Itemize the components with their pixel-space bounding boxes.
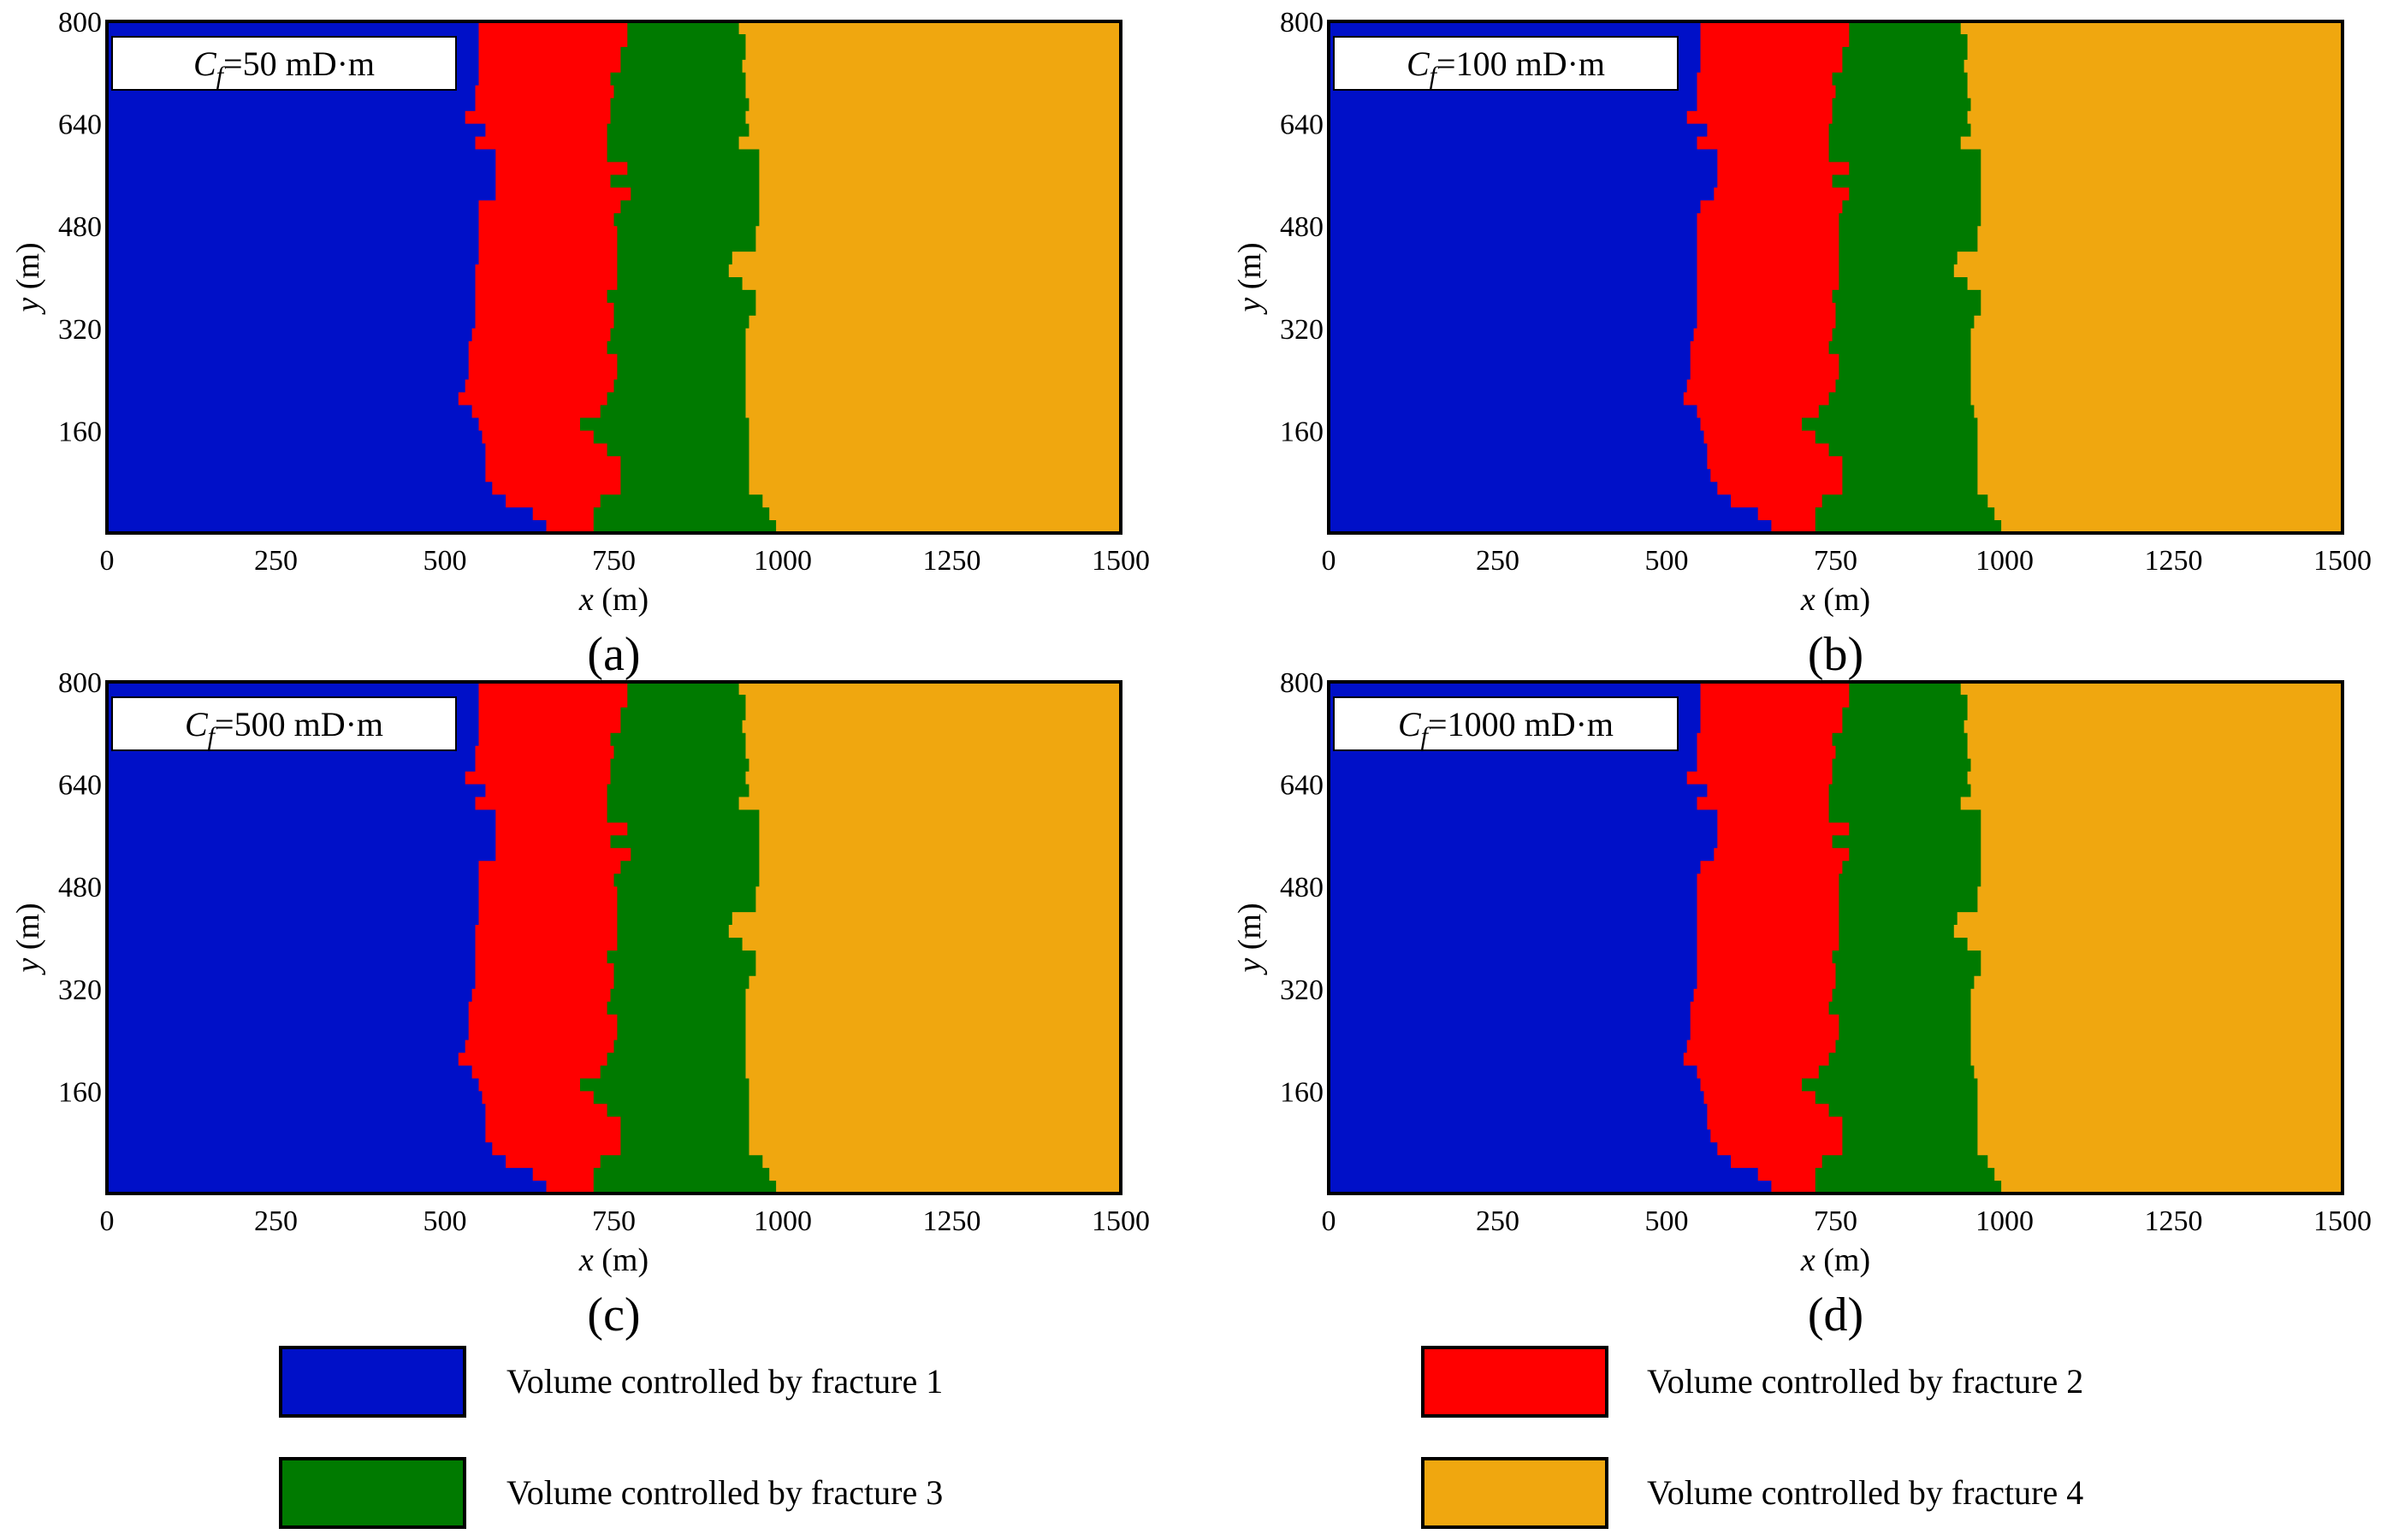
y-tick-label: 160 bbox=[1280, 1076, 1324, 1108]
legend-label: Volume controlled by fracture 1 bbox=[506, 1362, 943, 1401]
region-fracture-1 bbox=[107, 21, 547, 533]
panels: 0 250 500 750 1000 1250 1500 160 320 480 640 800 x (… bbox=[10, 7, 2372, 1342]
y-tick-label: 800 bbox=[58, 7, 102, 38]
y-tick-label: 640 bbox=[1280, 770, 1324, 802]
x-axis-label: x (m) bbox=[578, 582, 649, 618]
region-layer bbox=[1329, 21, 2343, 533]
region-fracture-1 bbox=[107, 682, 547, 1194]
legend: Volume controlled by fracture 1 Volume co… bbox=[279, 1346, 2083, 1529]
x-tick-label: 1250 bbox=[923, 545, 981, 577]
chart-panel-b: 0 250 500 750 1000 1250 1500 160 320 480 640 800 x (… bbox=[1232, 7, 2372, 681]
plot-frame bbox=[1327, 680, 2344, 1195]
x-tick-label: 1000 bbox=[1975, 545, 2034, 577]
x-tick-label: 1000 bbox=[754, 1205, 812, 1237]
x-tick-label: 750 bbox=[592, 1205, 636, 1237]
y-tick-label: 480 bbox=[58, 872, 102, 903]
x-tick-label: 250 bbox=[1476, 1205, 1519, 1237]
annotation-box bbox=[1333, 36, 1679, 91]
x-tick-label: 500 bbox=[1645, 1205, 1689, 1237]
legend-swatch bbox=[279, 1346, 466, 1418]
legend-label: Volume controlled by fracture 2 bbox=[1647, 1362, 2083, 1401]
panel-caption: (b) bbox=[1808, 628, 1863, 681]
legend-swatch bbox=[279, 1457, 466, 1529]
legend-swatch bbox=[1421, 1346, 1608, 1418]
region-fracture-1 bbox=[1329, 682, 1772, 1194]
chart-panel-d: 0 250 500 750 1000 1250 1500 160 320 480 640 800 x (… bbox=[1232, 667, 2372, 1342]
x-tick-label: 750 bbox=[592, 545, 636, 577]
x-tick-label: 1500 bbox=[1092, 545, 1150, 577]
legend-item-2: Volume controlled by fracture 2 bbox=[1421, 1346, 2083, 1418]
x-tick-label: 250 bbox=[1476, 545, 1519, 577]
x-tick-label: 500 bbox=[424, 1205, 467, 1237]
region-layer bbox=[107, 682, 1121, 1194]
y-tick-label: 480 bbox=[1280, 211, 1324, 243]
x-tick-label: 500 bbox=[1645, 545, 1689, 577]
y-axis-label: y (m) bbox=[10, 242, 46, 315]
annotation-text: Cf=500 mD·m bbox=[185, 705, 383, 750]
x-tick-label: 1250 bbox=[2145, 545, 2203, 577]
x-tick-label: 0 bbox=[100, 545, 115, 577]
y-tick-label: 320 bbox=[58, 314, 102, 346]
x-tick-label: 1000 bbox=[754, 545, 812, 577]
y-tick-label: 480 bbox=[58, 211, 102, 243]
y-tick-label: 480 bbox=[1280, 872, 1324, 903]
x-axis-label: x (m) bbox=[1800, 582, 1870, 618]
annotation-text: Cf=50 mD·m bbox=[193, 44, 375, 90]
y-tick-label: 640 bbox=[1280, 110, 1324, 141]
x-tick-label: 250 bbox=[254, 1205, 298, 1237]
y-axis-label: y (m) bbox=[10, 903, 46, 975]
x-tick-label: 750 bbox=[1814, 545, 1857, 577]
chart-panel-a: 0 250 500 750 1000 1250 1500 160 320 480 640 800 x (… bbox=[10, 7, 1150, 681]
x-tick-label: 1250 bbox=[2145, 1205, 2203, 1237]
legend-swatch bbox=[1421, 1457, 1608, 1529]
y-tick-label: 160 bbox=[1280, 416, 1324, 447]
region-layer bbox=[107, 21, 1121, 533]
x-tick-label: 1500 bbox=[2313, 1205, 2372, 1237]
annotation-text: Cf=100 mD·m bbox=[1407, 44, 1605, 90]
x-tick-label: 0 bbox=[1322, 545, 1336, 577]
x-tick-label: 0 bbox=[1322, 1205, 1336, 1237]
plot-frame bbox=[105, 20, 1122, 535]
annotation-box bbox=[111, 696, 457, 751]
x-tick-label: 250 bbox=[254, 545, 298, 577]
x-tick-label: 750 bbox=[1814, 1205, 1857, 1237]
legend-label: Volume controlled by fracture 4 bbox=[1647, 1473, 2083, 1512]
x-tick-label: 500 bbox=[424, 545, 467, 577]
legend-item-4: Volume controlled by fracture 4 bbox=[1421, 1457, 2083, 1529]
y-tick-label: 320 bbox=[58, 974, 102, 1006]
chart-panel-c: 0 250 500 750 1000 1250 1500 160 320 480 640 800 x (… bbox=[10, 667, 1150, 1342]
x-tick-label: 1500 bbox=[1092, 1205, 1150, 1237]
x-axis-label: x (m) bbox=[578, 1242, 649, 1278]
panel-caption: (c) bbox=[587, 1288, 640, 1342]
annotation-box bbox=[111, 36, 457, 91]
region-fracture-1 bbox=[1329, 21, 1772, 533]
legend-item-3: Volume controlled by fracture 3 bbox=[279, 1457, 943, 1529]
y-tick-label: 640 bbox=[58, 770, 102, 802]
y-axis-label: y (m) bbox=[1232, 242, 1268, 315]
x-tick-label: 1250 bbox=[923, 1205, 981, 1237]
x-tick-label: 1000 bbox=[1975, 1205, 2034, 1237]
region-layer bbox=[1329, 682, 2343, 1194]
y-tick-label: 320 bbox=[1280, 974, 1324, 1006]
y-tick-label: 640 bbox=[58, 110, 102, 141]
x-tick-label: 1500 bbox=[2313, 545, 2372, 577]
annotation-box bbox=[1333, 696, 1679, 751]
y-tick-label: 320 bbox=[1280, 314, 1324, 346]
legend-label: Volume controlled by fracture 3 bbox=[506, 1473, 943, 1512]
y-tick-label: 800 bbox=[1280, 7, 1324, 38]
panel-caption: (d) bbox=[1808, 1288, 1863, 1342]
plot-frame bbox=[105, 680, 1122, 1195]
annotation-text: Cf=1000 mD·m bbox=[1398, 705, 1614, 750]
y-tick-label: 800 bbox=[1280, 667, 1324, 699]
x-axis-label: x (m) bbox=[1800, 1242, 1870, 1278]
y-axis-label: y (m) bbox=[1232, 903, 1268, 975]
panel-caption: (a) bbox=[587, 628, 640, 681]
y-tick-label: 800 bbox=[58, 667, 102, 699]
y-tick-label: 160 bbox=[58, 416, 102, 447]
legend-item-1: Volume controlled by fracture 1 bbox=[279, 1346, 943, 1418]
y-tick-label: 160 bbox=[58, 1076, 102, 1108]
x-tick-label: 0 bbox=[100, 1205, 115, 1237]
plot-frame bbox=[1327, 20, 2344, 535]
